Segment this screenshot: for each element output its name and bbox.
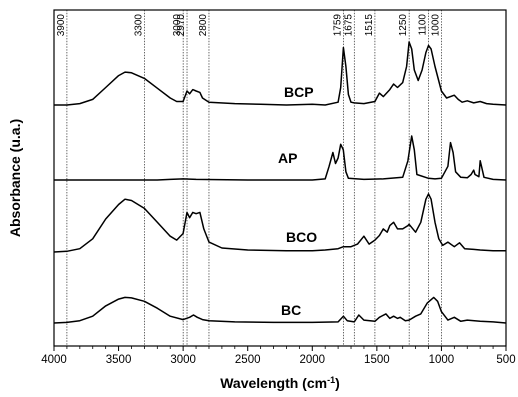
y-axis-title: Absorbance (u.a.) [7, 119, 23, 237]
series-label-bc: BC [281, 302, 301, 318]
x-axis-title-close: ) [335, 375, 340, 391]
x-tick-label-2000: 2000 [299, 354, 325, 366]
reference-line-label-3900: 3900 [56, 14, 67, 37]
series-line-bco [53, 193, 506, 253]
series-label-bco: BCO [286, 229, 317, 245]
x-tick-label-2500: 2500 [235, 354, 261, 366]
reference-line-label-1759: 1759 [332, 14, 343, 37]
reference-line-label-1515: 1515 [364, 14, 375, 37]
series-line-bc [53, 296, 507, 324]
x-tick-label-3500: 3500 [106, 354, 132, 366]
series-label-ap: AP [278, 150, 297, 166]
x-tick-label-1000: 1000 [429, 354, 455, 366]
x-axis-title-superscript: -1 [327, 375, 335, 385]
reference-line-label-1250: 1250 [398, 14, 409, 37]
reference-line-label-1100: 1100 [418, 14, 429, 36]
x-ticks: 4000 3500 3000 2500 2000 1500 1000 500 [41, 346, 516, 366]
x-axis-title-main: Wavelength (cm [220, 375, 327, 391]
reference-line-label-3000: 3000 [172, 14, 183, 37]
x-tick-label-3000: 3000 [170, 354, 196, 366]
x-tick-label-500: 500 [496, 354, 515, 366]
reference-line-label-2800: 2800 [198, 14, 209, 37]
reference-line-label-2970: 2970 [176, 14, 187, 37]
series-line-bcp [54, 41, 507, 106]
x-tick-label-4000: 4000 [41, 354, 67, 366]
x-axis-title: Wavelength (cm-1) [220, 375, 340, 391]
plot-area-frame [53, 9, 507, 347]
series-line-ap [54, 135, 507, 181]
reference-line-label-1000: 1000 [430, 14, 441, 37]
x-tick-label-1500: 1500 [364, 354, 390, 366]
reference-line-label-3300: 3300 [133, 14, 144, 37]
series-layer: BCP AP BCO BC [53, 41, 507, 324]
reference-line-label-1675: 1675 [343, 14, 354, 37]
series-label-bcp: BCP [284, 84, 314, 100]
